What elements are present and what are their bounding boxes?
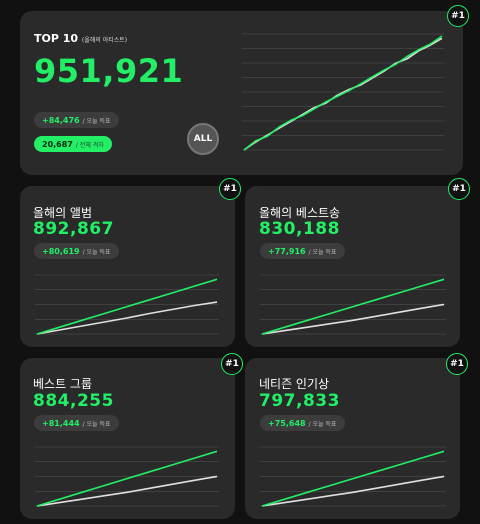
card-delta-label: / 오늘 득표 bbox=[308, 420, 337, 428]
accent-series-line bbox=[243, 35, 443, 151]
best-song-line-chart bbox=[260, 274, 446, 335]
top-today-label: / 오늘 득표 bbox=[82, 117, 111, 125]
netizen-line-chart bbox=[260, 446, 446, 507]
card-delta-label: / 오늘 득표 bbox=[82, 420, 111, 428]
card-delta: +80,619 bbox=[42, 246, 80, 256]
top-card-title: TOP 10 (올해의 아티스트) bbox=[34, 32, 127, 45]
top-today-delta: +84,476 bbox=[42, 115, 80, 125]
card-title: 네티즌 인기상 bbox=[259, 377, 330, 391]
accent-series-line bbox=[36, 450, 218, 507]
card-delta-pill: +77,916 / 오늘 득표 bbox=[260, 243, 345, 259]
best-group-card[interactable]: 베스트 그룹 884,255 +81,444 / 오늘 득표 bbox=[20, 358, 235, 519]
accent-series-line bbox=[36, 278, 218, 335]
card-delta: +77,916 bbox=[268, 246, 306, 256]
card-value: 830,188 bbox=[259, 219, 340, 239]
secondary-series-line bbox=[261, 303, 445, 335]
card-delta-label: / 오늘 득표 bbox=[308, 248, 337, 256]
best-group-rank-badge: #1 bbox=[221, 353, 243, 375]
card-value: 884,255 bbox=[33, 391, 114, 411]
top-subtitle: (올해의 아티스트) bbox=[81, 37, 128, 44]
top-title-text: TOP 10 bbox=[34, 32, 79, 45]
top-rank-badge: #1 bbox=[447, 5, 469, 27]
all-button[interactable]: ALL bbox=[187, 123, 219, 155]
accent-series-line bbox=[261, 278, 445, 335]
accent-series-line bbox=[261, 450, 445, 507]
top-value: 951,921 bbox=[34, 52, 184, 90]
top-today-pill: +84,476 / 오늘 득표 bbox=[34, 112, 119, 128]
card-delta: +75,648 bbox=[268, 418, 306, 428]
top-line-chart bbox=[242, 33, 444, 151]
album-card[interactable]: 올해의 앨범 892,867 +80,619 / 오늘 득표 bbox=[20, 186, 235, 347]
netizen-card[interactable]: 네티즌 인기상 797,833 +75,648 / 오늘 득표 bbox=[245, 358, 460, 519]
card-title: 올해의 앨범 bbox=[33, 206, 93, 220]
card-delta-pill: +81,444 / 오늘 득표 bbox=[34, 415, 119, 431]
top-total-label: / 전체 격차 bbox=[75, 141, 104, 149]
card-delta: +81,444 bbox=[42, 418, 80, 428]
best-song-rank-badge: #1 bbox=[448, 178, 470, 200]
card-title: 올해의 베스트송 bbox=[259, 206, 341, 220]
album-line-chart bbox=[35, 274, 219, 335]
top-total-pill: 20,687 / 전체 격차 bbox=[34, 136, 112, 152]
best-song-card[interactable]: 올해의 베스트송 830,188 +77,916 / 오늘 득표 bbox=[245, 186, 460, 347]
secondary-series-line bbox=[36, 301, 218, 335]
card-title: 베스트 그룹 bbox=[33, 377, 93, 391]
netizen-rank-badge: #1 bbox=[446, 353, 468, 375]
secondary-series-line bbox=[261, 475, 445, 507]
card-delta-label: / 오늘 득표 bbox=[82, 248, 111, 256]
top-card[interactable]: TOP 10 (올해의 아티스트) 951,921 +84,476 / 오늘 득… bbox=[20, 11, 463, 175]
card-value: 892,867 bbox=[33, 219, 114, 239]
album-rank-badge: #1 bbox=[219, 178, 241, 200]
secondary-series-line bbox=[36, 475, 218, 507]
top-total-delta: 20,687 bbox=[42, 139, 73, 149]
card-value: 797,833 bbox=[259, 391, 340, 411]
card-delta-pill: +80,619 / 오늘 득표 bbox=[34, 243, 119, 259]
best-group-line-chart bbox=[35, 446, 219, 507]
card-delta-pill: +75,648 / 오늘 득표 bbox=[260, 415, 345, 431]
